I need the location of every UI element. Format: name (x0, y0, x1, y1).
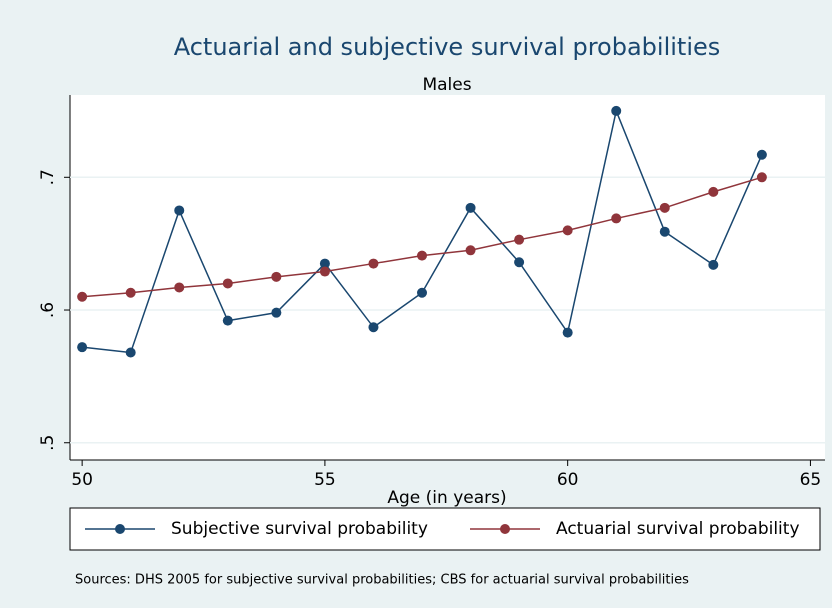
point (562, 327, 573, 338)
legend-label: Subjective survival probability (171, 519, 428, 539)
point (125, 347, 136, 358)
point (465, 202, 476, 213)
point (708, 186, 719, 197)
point (368, 258, 379, 269)
point (514, 257, 525, 268)
point (514, 234, 525, 245)
point (174, 282, 185, 293)
legend-marker (115, 524, 125, 534)
point (271, 307, 282, 318)
point (77, 291, 88, 302)
point (611, 105, 622, 116)
legend-marker (500, 524, 510, 534)
y-tick-label: .6 (38, 302, 58, 318)
point (174, 205, 185, 216)
point (319, 258, 330, 269)
chart-subtitle: Males (422, 75, 471, 95)
x-tick-label: 65 (800, 470, 822, 490)
point (417, 250, 428, 261)
point (659, 202, 670, 213)
point (756, 172, 767, 183)
point (222, 278, 233, 289)
point (562, 225, 573, 236)
x-axis-label: Age (in years) (387, 488, 506, 508)
point (465, 245, 476, 256)
legend-box (69, 507, 821, 551)
y-tick-label: .5 (38, 435, 58, 451)
point (708, 259, 719, 270)
x-tick-label: 55 (314, 470, 336, 490)
x-tick-label: 50 (71, 470, 93, 490)
point (659, 226, 670, 237)
plot-area (70, 95, 825, 460)
point (368, 322, 379, 333)
point (319, 266, 330, 277)
legend-label: Actuarial survival probability (556, 519, 800, 539)
point (77, 342, 88, 353)
point (611, 213, 622, 224)
point (417, 287, 428, 298)
point (271, 271, 282, 282)
chart-title: Actuarial and subjective survival probab… (174, 33, 721, 61)
note: Sources: DHS 2005 for subjective surviva… (75, 573, 689, 588)
point (222, 315, 233, 326)
point (125, 287, 136, 298)
x-tick-label: 60 (557, 470, 579, 490)
point (756, 149, 767, 160)
y-tick-label: .7 (38, 169, 58, 185)
